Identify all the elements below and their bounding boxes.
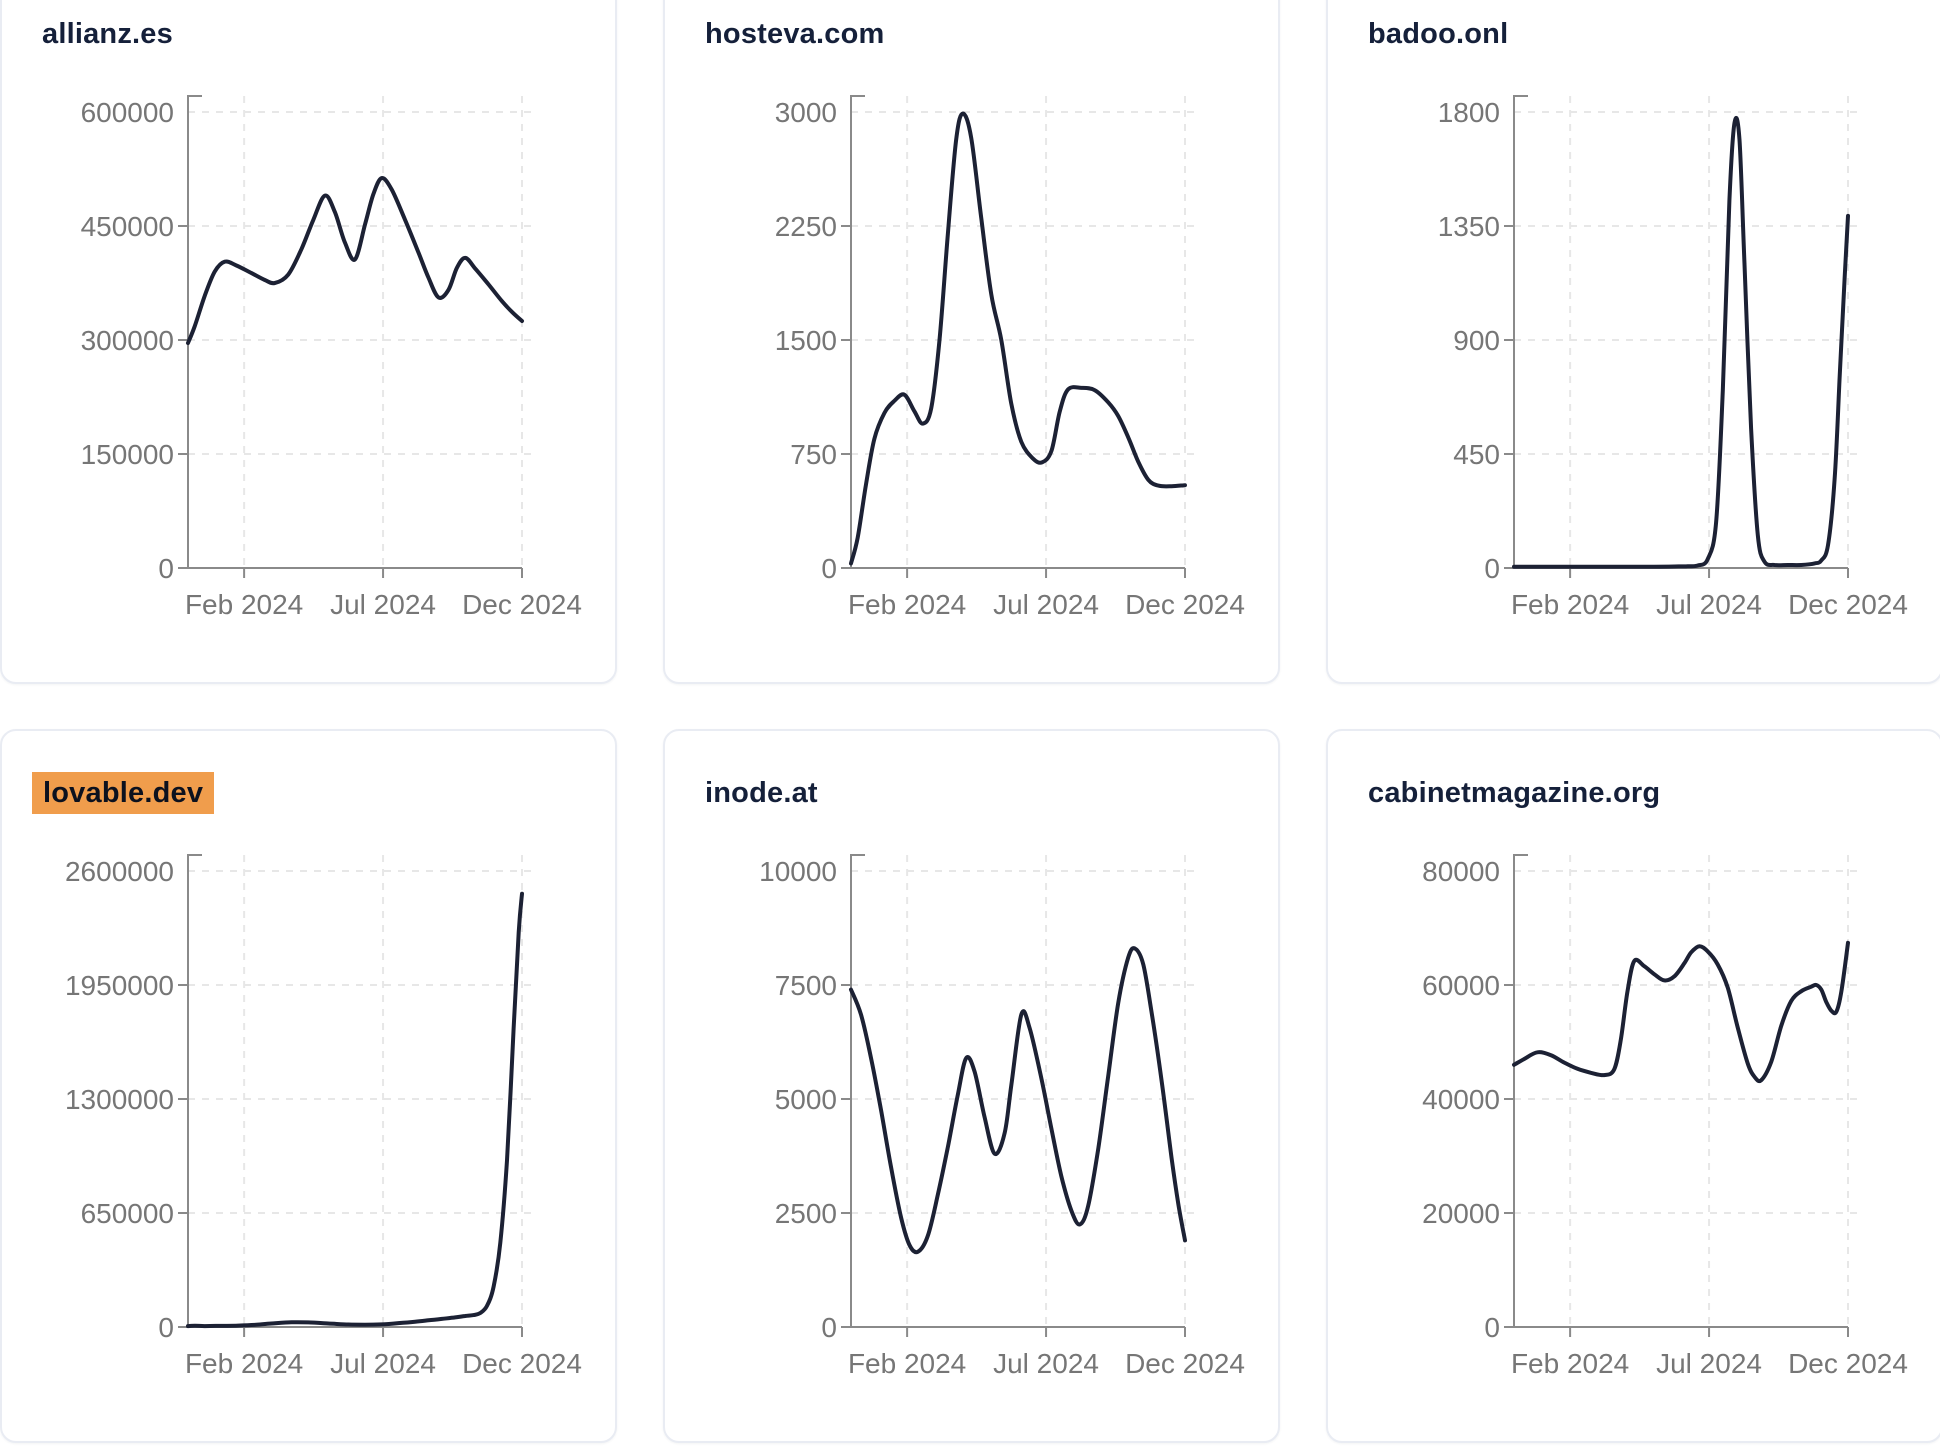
x-tick-label: Jul 2024 [993,589,1099,620]
domain-title: lovable.dev [32,772,215,814]
y-tick-label: 10000 [759,856,837,887]
domain-card[interactable]: allianz.es 600000 450000 300000 150000 0 Feb … [0,0,617,684]
x-tick-label: Dec 2024 [1125,589,1245,620]
y-tick-label: 600000 [81,97,174,128]
y-tick-label: 0 [821,553,837,584]
axis-spine [850,854,1185,1328]
domain-card[interactable]: inode.at 10000 7500 5000 2500 0 Feb 2024 Jul 2… [663,729,1280,1443]
axis-spine [187,854,522,1328]
series-line [849,111,1187,566]
y-tick-label: 1800 [1438,97,1500,128]
y-tick-label: 1950000 [65,970,174,1001]
y-tick-label: 2500 [775,1198,837,1229]
domain-title-text: lovable.dev [32,772,215,814]
y-tick-label: 150000 [81,439,174,470]
x-tick-label: Feb 2024 [185,589,303,620]
x-tick-label: Dec 2024 [1788,589,1908,620]
y-tick-label: 650000 [81,1198,174,1229]
domain-title-text: badoo.onl [1368,18,1509,50]
axis-spine [1513,854,1848,1328]
traffic-line-chart: 2600000 1950000 1300000 650000 0 Feb 2024 Jul … [65,854,582,1379]
y-tick-label: 3000 [775,97,837,128]
x-tick-label: Jul 2024 [330,589,436,620]
x-tick-label: Feb 2024 [848,1348,966,1379]
y-tick-label: 2250 [775,211,837,242]
domain-title: badoo.onl [1368,18,1508,51]
traffic-line-chart: 3000 2250 1500 750 0 Feb 2024 Jul 2024 Dec 2024 [775,95,1245,620]
x-tick-label: Feb 2024 [1511,589,1629,620]
y-tick-label: 7500 [775,970,837,1001]
domain-title: cabinetmagazine.org [1368,777,1660,810]
domain-title-text: inode.at [705,777,818,809]
domain-title: hosteva.com [705,18,885,51]
y-tick-label: 0 [1484,1312,1500,1343]
traffic-line-chart: 10000 7500 5000 2500 0 Feb 2024 Jul 2024 Dec 20… [759,854,1245,1379]
domain-title: inode.at [705,777,818,810]
y-tick-label: 450 [1453,439,1500,470]
traffic-line-chart: 1800 1350 900 450 0 Feb 2024 Jul 2024 Dec 2024 [1438,95,1908,620]
domain-card[interactable]: hosteva.com 3000 2250 1500 750 0 Feb 2024 Jul … [663,0,1280,684]
x-tick-label: Feb 2024 [1511,1348,1629,1379]
x-tick-label: Feb 2024 [185,1348,303,1379]
domain-title-text: hosteva.com [705,18,885,50]
y-tick-label: 0 [1484,553,1500,584]
y-tick-label: 0 [821,1312,837,1343]
axis-spine [187,95,522,569]
x-tick-label: Jul 2024 [1656,1348,1762,1379]
x-tick-label: Dec 2024 [462,589,582,620]
y-tick-label: 450000 [81,211,174,242]
traffic-line-chart: 600000 450000 300000 150000 0 Feb 2024 Jul 202… [81,95,582,620]
series-line [849,946,1187,1255]
y-tick-label: 900 [1453,325,1500,356]
traffic-line-chart: 80000 60000 40000 20000 0 Feb 2024 Jul 2024 Dec… [1422,854,1908,1379]
domain-title: allianz.es [42,18,173,51]
y-tick-label: 0 [158,553,174,584]
x-tick-label: Dec 2024 [462,1348,582,1379]
domain-title-text: allianz.es [42,18,173,50]
y-tick-label: 0 [158,1312,174,1343]
y-tick-label: 60000 [1422,970,1500,1001]
domain-card[interactable]: lovable.dev 2600000 1950000 1300000 650000 0… [0,729,617,1443]
x-tick-label: Feb 2024 [848,589,966,620]
y-tick-label: 20000 [1422,1198,1500,1229]
y-tick-label: 1500 [775,325,837,356]
y-tick-label: 1300000 [65,1084,174,1115]
series-line [186,176,524,345]
series-line [186,891,524,1329]
y-tick-label: 5000 [775,1084,837,1115]
y-tick-label: 1350 [1438,211,1500,242]
domain-card[interactable]: badoo.onl 1800 1350 900 450 0 Feb 2024 Jul 202… [1326,0,1940,684]
x-tick-label: Jul 2024 [993,1348,1099,1379]
y-tick-label: 300000 [81,325,174,356]
x-tick-label: Dec 2024 [1788,1348,1908,1379]
y-tick-label: 2600000 [65,856,174,887]
y-tick-label: 40000 [1422,1084,1500,1115]
x-tick-label: Dec 2024 [1125,1348,1245,1379]
x-tick-label: Jul 2024 [1656,589,1762,620]
axis-spine [1513,95,1848,569]
series-line [1512,115,1850,569]
domain-card[interactable]: cabinetmagazine.org 80000 60000 40000 20000… [1326,729,1940,1443]
domain-title-text: cabinetmagazine.org [1368,777,1661,809]
x-tick-label: Jul 2024 [330,1348,436,1379]
axis-spine [850,95,1185,569]
y-tick-label: 80000 [1422,856,1500,887]
y-tick-label: 750 [790,439,837,470]
series-line [1512,940,1850,1084]
